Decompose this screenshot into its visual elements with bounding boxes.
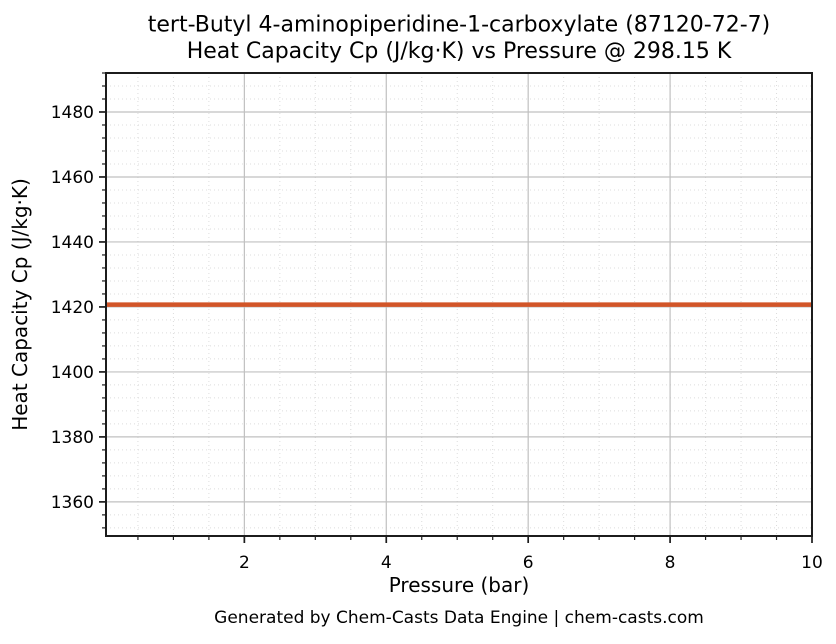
y-tick-label: 1440 [51,233,94,253]
footer-credit: Generated by Chem-Casts Data Engine | ch… [214,608,704,628]
plot-border [105,72,813,537]
y-tick-label: 1420 [51,298,94,318]
chart-title-line1: tert-Butyl 4-aminopiperidine-1-carboxyla… [148,13,770,38]
axis-tick-labels: 2 4 6 8 10 1360 1380 1400 1420 1440 1460 1480 [51,103,823,573]
minor-gridlines [106,72,812,536]
x-tick-label: 6 [523,553,534,573]
x-tick-label: 2 [239,553,250,573]
x-tick-label: 4 [381,553,392,573]
axis-tick-marks [99,72,813,543]
chart-title-line2: Heat Capacity Cp (J/kg·K) vs Pressure @ … [187,39,732,64]
y-tick-label: 1460 [51,168,94,188]
x-tick-label: 8 [665,553,676,573]
x-axis-label: Pressure (bar) [389,573,530,597]
y-tick-label: 1480 [51,103,94,123]
y-axis-label: Heat Capacity Cp (J/kg·K) [8,178,32,431]
y-tick-label: 1400 [51,363,94,383]
y-tick-label: 1360 [51,493,94,513]
x-tick-label: 10 [801,553,823,573]
y-tick-label: 1380 [51,428,94,448]
plot-frame [105,72,813,537]
